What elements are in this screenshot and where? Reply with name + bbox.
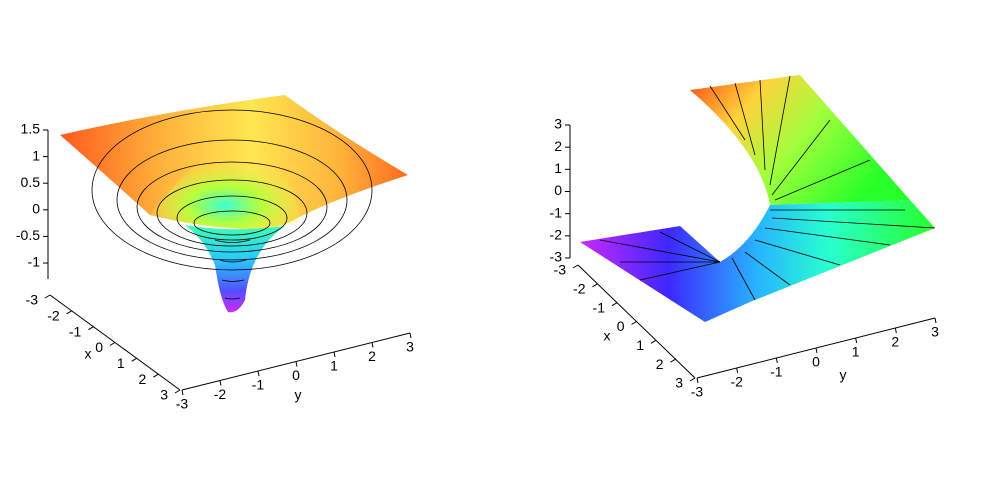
y-tick-label: 2 — [891, 334, 899, 350]
x-axis-label: x — [85, 346, 92, 362]
tick-mark — [66, 310, 72, 315]
x-tick-label: 0 — [617, 318, 625, 334]
z-tick-label: 3 — [554, 116, 562, 132]
tick-mark — [650, 339, 657, 344]
axes: -3-2-10123-3-2-101231.510.50-0.5-1xy-3-2… — [16, 116, 939, 412]
z-tick-label: 2 — [554, 138, 562, 154]
y-tick-label: 3 — [406, 339, 414, 355]
tick-mark — [153, 373, 159, 378]
tick-mark — [775, 357, 778, 364]
tick-mark — [611, 302, 618, 307]
x-tick-label: -2 — [573, 281, 586, 297]
x-tick-label: 2 — [139, 371, 147, 387]
y-tick-label: -2 — [214, 386, 227, 402]
x-tick-label: 2 — [656, 356, 664, 372]
tick-mark — [572, 264, 579, 269]
z-tick-label: -2 — [550, 227, 563, 243]
z-tick-label: -1 — [28, 254, 41, 270]
x-axis-label: x — [604, 328, 611, 344]
tick-mark — [934, 317, 937, 324]
x-tick-label: 3 — [160, 387, 168, 403]
y-tick-label: -3 — [176, 396, 189, 412]
tick-mark — [631, 321, 637, 325]
y-tick-label: -2 — [730, 374, 743, 390]
y-axis-label: y — [840, 367, 847, 383]
y-tick-label: 0 — [292, 367, 300, 383]
y-tick-label: -1 — [252, 377, 265, 393]
tick-mark — [219, 380, 222, 386]
y-tick-label: 3 — [931, 324, 939, 340]
tick-mark — [333, 351, 336, 358]
z-tick-label: 0 — [32, 201, 40, 217]
y-axis-label: y — [295, 387, 302, 403]
y-tick-label: -3 — [691, 384, 704, 400]
z-tick-label: 1 — [32, 147, 40, 163]
tick-mark — [696, 377, 699, 384]
x-tick-label: -3 — [26, 292, 39, 308]
tick-mark — [371, 342, 374, 348]
tick-mark — [670, 358, 676, 363]
tick-mark — [174, 389, 181, 394]
x-tick-label: 3 — [675, 375, 683, 391]
tick-mark — [409, 332, 412, 339]
z-tick-label: 1.5 — [21, 121, 41, 137]
x-tick-label: 1 — [117, 355, 125, 371]
tick-mark — [592, 283, 598, 288]
tick-mark — [181, 389, 184, 396]
z-tick-label: 1 — [554, 160, 562, 176]
tick-mark — [815, 347, 818, 354]
tick-mark — [894, 327, 897, 334]
z-tick-label: -0.5 — [16, 227, 40, 243]
tick-mark — [131, 357, 137, 362]
tick-mark — [855, 337, 858, 344]
z-tick-label: -3 — [550, 249, 563, 265]
tick-mark — [736, 367, 739, 374]
tick-mark — [44, 294, 51, 299]
y-tick-label: 1 — [330, 358, 338, 374]
y-tick-label: 1 — [852, 344, 860, 360]
tick-mark — [88, 326, 94, 331]
x-tick-label: -1 — [593, 299, 606, 315]
x-tick-label: -3 — [554, 262, 567, 278]
y-tick-label: 2 — [368, 348, 376, 364]
tick-mark — [689, 377, 696, 382]
tick-mark — [109, 342, 116, 346]
surface — [580, 75, 936, 322]
z-tick-label: 0 — [554, 182, 562, 198]
surface — [60, 95, 408, 313]
x-tick-label: -1 — [69, 323, 82, 339]
y-tick-label: -1 — [770, 364, 783, 380]
x-tick-label: 0 — [95, 339, 103, 355]
x-tick-label: 1 — [636, 337, 644, 353]
y-tick-label: 0 — [812, 354, 820, 370]
tick-mark — [295, 361, 298, 367]
tick-mark — [257, 370, 260, 377]
z-tick-label: 0.5 — [21, 174, 41, 190]
z-tick-label: -1 — [550, 204, 563, 220]
x-tick-label: -2 — [47, 308, 60, 324]
